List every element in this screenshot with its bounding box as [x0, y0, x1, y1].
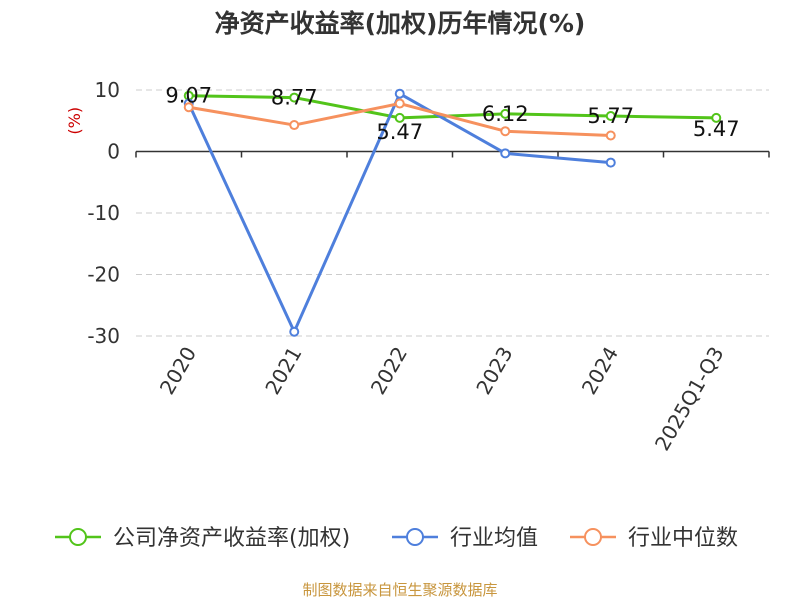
series-line-0	[188, 94, 717, 120]
data-point	[605, 157, 616, 168]
data-label: 5.77	[587, 104, 634, 128]
data-point	[605, 130, 616, 141]
x-tick-label: 2022	[366, 343, 412, 399]
data-point	[605, 111, 616, 122]
legend-label: 行业均值	[450, 526, 538, 551]
chart-title: 净资产收益率(加权)历年情况(%)	[214, 9, 586, 38]
y-tick-label: 0	[107, 140, 120, 164]
x-tick-label: 2024	[577, 343, 623, 399]
y-tick-label: -20	[87, 263, 120, 287]
legend: 公司净资产收益率(加权) 行业均值 行业中位数	[55, 526, 738, 551]
data-label: 6.12	[482, 102, 529, 126]
y-tick-label: -10	[87, 201, 120, 225]
data-point	[500, 126, 511, 137]
data-point	[289, 120, 300, 131]
grid-lines	[136, 89, 769, 337]
data-label: 5.47	[693, 117, 740, 141]
source-note: 制图数据来自恒生聚源数据库	[302, 581, 498, 599]
series-layer	[183, 88, 722, 337]
data-point	[394, 88, 405, 99]
data-point	[500, 148, 511, 159]
x-tick-label: 2025Q1-Q3	[650, 343, 729, 455]
legend-marker	[406, 528, 424, 546]
y-axis-label: (%)	[65, 107, 84, 135]
y-tick-label: 10	[95, 78, 120, 102]
data-point	[711, 112, 722, 123]
data-point	[289, 92, 300, 103]
y-tick-label: -30	[87, 324, 120, 348]
data-point	[183, 102, 194, 113]
data-label: 9.07	[165, 84, 212, 108]
data-point	[500, 108, 511, 119]
data-label: 5.47	[376, 120, 423, 144]
legend-marker	[584, 528, 602, 546]
x-tick-label: 2020	[155, 343, 201, 399]
data-label: 8.77	[271, 86, 318, 110]
x-tick-label: 2021	[260, 343, 306, 399]
data-point	[394, 112, 405, 123]
data-point	[289, 326, 300, 337]
data-point	[394, 98, 405, 109]
legend-marker	[69, 528, 87, 546]
x-tick-label: 2023	[471, 343, 517, 399]
data-labels: 9.07 8.77 5.47 6.12 5.77 5.47	[165, 84, 739, 144]
legend-label: 公司净资产收益率(加权)	[113, 526, 350, 551]
legend-label: 行业中位数	[628, 526, 738, 551]
